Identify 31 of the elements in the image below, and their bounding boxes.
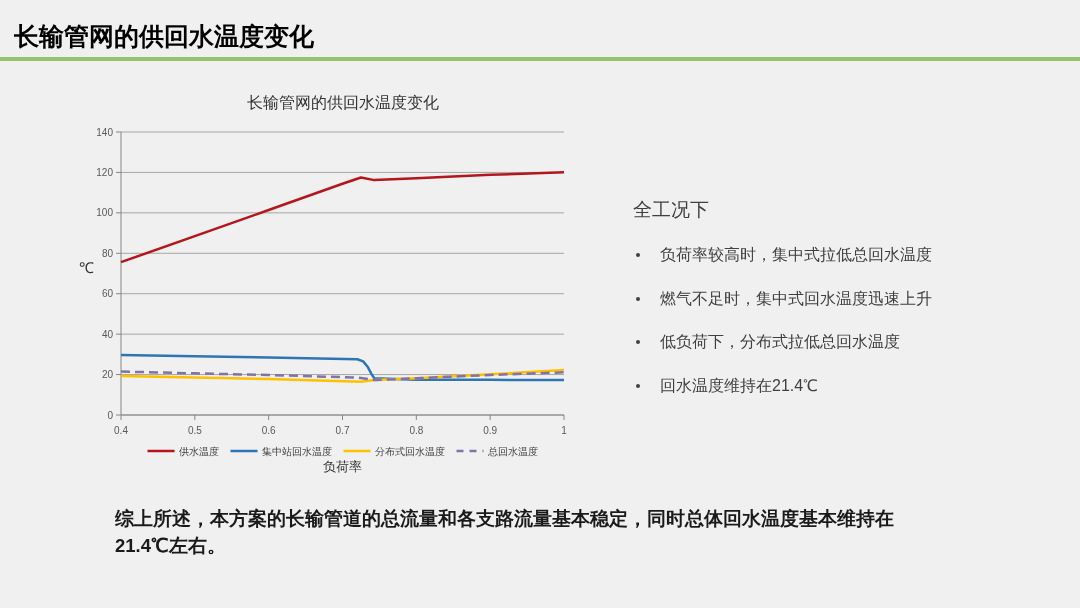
line-series <box>119 170 566 264</box>
y-tick-label: 100 <box>96 207 114 219</box>
legend-label: 集中站回水温度 <box>261 445 332 457</box>
text: 负荷率较高时，集中式拉低总回水温度 <box>660 246 932 263</box>
y-tick-label: 140 <box>96 126 114 138</box>
y-tick-label: 20 <box>101 369 114 381</box>
y-tick-label: 80 <box>101 247 114 259</box>
text: 全工况下 <box>633 198 709 222</box>
line-series <box>119 353 566 382</box>
x-tick-label: 0.7 <box>335 425 350 436</box>
y-tick-label: 0 <box>107 409 114 421</box>
legend-label: 分布式回水温度 <box>374 445 445 457</box>
text: 综上所述，本方案的长输管道的总流量和各支路流量基本稳定，同时总体回水温度基本维持在21.4℃左右。 <box>115 507 895 558</box>
x-tick-label: 0.5 <box>187 425 203 436</box>
x-tick-label: 1 <box>561 425 568 436</box>
y-tick-label: 120 <box>96 166 114 178</box>
x-tick-label: 0.6 <box>261 425 277 436</box>
chart-title: 长输管网的供回水温度变化 <box>13 22 315 50</box>
chart-subtitle: 长输管网的供回水温度变化 <box>246 94 439 111</box>
x-tick-label: 0.8 <box>409 425 424 436</box>
y-tick-label: 60 <box>101 288 114 300</box>
y-axis-title: ℃ <box>78 259 94 276</box>
x-tick-label: 0.9 <box>483 425 498 436</box>
x-tick-label: 0.4 <box>114 425 129 436</box>
y-tick-label: 40 <box>101 328 114 340</box>
legend-label: 供水温度 <box>178 445 219 457</box>
legend-label: 总回水温度 <box>486 445 538 457</box>
x-axis-title: 负荷率 <box>323 459 362 474</box>
text: 低负荷下，分布式拉低总回水温度 <box>660 333 900 350</box>
text: 回水温度维持在21.4℃ <box>660 376 819 394</box>
text: 燃气不足时，集中式回水温度迅速上升 <box>660 289 932 307</box>
